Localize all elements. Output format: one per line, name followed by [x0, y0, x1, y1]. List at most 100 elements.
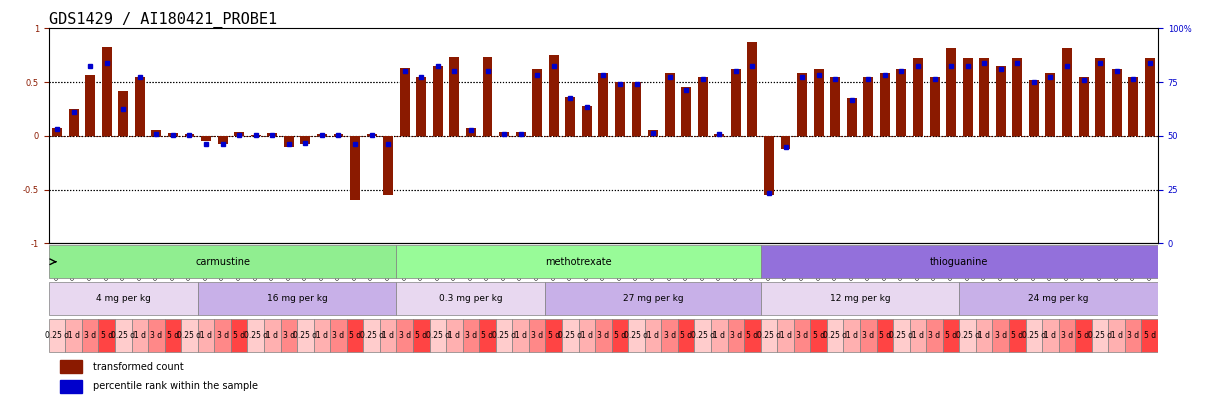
FancyBboxPatch shape [313, 319, 330, 352]
Bar [417, 77, 427, 136]
Bar [383, 136, 394, 195]
Bar [350, 136, 360, 200]
Text: 3 d: 3 d [597, 331, 610, 340]
FancyBboxPatch shape [662, 319, 678, 352]
Text: 3 d: 3 d [862, 331, 874, 340]
Bar [300, 136, 311, 145]
Text: 0.25 d: 0.25 d [244, 331, 268, 340]
Text: 3 d: 3 d [464, 331, 477, 340]
FancyBboxPatch shape [247, 319, 265, 352]
Text: 0.25 d: 0.25 d [360, 331, 384, 340]
Text: 3 d: 3 d [995, 331, 1007, 340]
FancyBboxPatch shape [396, 245, 761, 278]
Bar [1095, 58, 1106, 136]
Text: 0.25 d: 0.25 d [1089, 331, 1112, 340]
Text: 3 d: 3 d [283, 331, 295, 340]
FancyBboxPatch shape [909, 319, 926, 352]
Text: 0.25 d: 0.25 d [111, 331, 135, 340]
FancyBboxPatch shape [761, 282, 959, 315]
FancyBboxPatch shape [115, 319, 132, 352]
Text: 24 mg per kg: 24 mg per kg [1029, 294, 1089, 303]
Text: 0.25 d: 0.25 d [1022, 331, 1046, 340]
Bar [101, 47, 112, 136]
FancyBboxPatch shape [297, 319, 313, 352]
Text: 0.25 d: 0.25 d [691, 331, 714, 340]
Bar [201, 136, 211, 141]
Text: 3 d: 3 d [531, 331, 544, 340]
Bar [896, 69, 907, 136]
Text: thioguanine: thioguanine [930, 257, 989, 267]
Text: 3 d: 3 d [84, 331, 96, 340]
FancyBboxPatch shape [811, 319, 826, 352]
Bar [483, 58, 492, 136]
FancyBboxPatch shape [230, 319, 247, 352]
Text: 1 d: 1 d [779, 331, 791, 340]
Bar [68, 109, 78, 136]
Bar [681, 87, 691, 136]
Text: 1 d: 1 d [978, 331, 990, 340]
Bar [863, 77, 873, 136]
Text: 3 d: 3 d [150, 331, 162, 340]
Bar [1079, 77, 1089, 136]
FancyBboxPatch shape [876, 319, 894, 352]
Text: 1 d: 1 d [580, 331, 592, 340]
Bar [218, 136, 228, 145]
Bar [599, 73, 608, 136]
Bar [60, 380, 82, 392]
FancyBboxPatch shape [778, 319, 794, 352]
Bar [367, 134, 377, 136]
Text: 1 d: 1 d [912, 331, 924, 340]
Bar [234, 132, 244, 136]
Bar [1145, 58, 1154, 136]
Text: 5 d: 5 d [680, 331, 692, 340]
Bar [251, 135, 261, 136]
Text: 1 d: 1 d [316, 331, 328, 340]
Bar [913, 58, 923, 136]
Text: 3 d: 3 d [217, 331, 229, 340]
Text: 0.25 d: 0.25 d [425, 331, 450, 340]
FancyBboxPatch shape [280, 319, 297, 352]
Bar [731, 69, 741, 136]
Text: 0.25 d: 0.25 d [757, 331, 781, 340]
Bar [1129, 77, 1139, 136]
Bar [780, 136, 790, 149]
Text: 12 mg per kg: 12 mg per kg [830, 294, 890, 303]
Bar [714, 134, 724, 136]
FancyBboxPatch shape [761, 319, 778, 352]
Bar [317, 134, 327, 136]
Text: 5 d: 5 d [813, 331, 825, 340]
Text: transformed count: transformed count [93, 362, 184, 372]
Text: 5 d: 5 d [1143, 331, 1156, 340]
Bar [466, 128, 475, 136]
FancyBboxPatch shape [182, 319, 197, 352]
Text: carmustine: carmustine [195, 257, 250, 267]
Bar [334, 134, 344, 136]
FancyBboxPatch shape [926, 319, 942, 352]
Text: methotrexate: methotrexate [545, 257, 612, 267]
FancyBboxPatch shape [1025, 319, 1042, 352]
Bar [747, 43, 757, 136]
Bar [631, 82, 641, 136]
Text: 5 d: 5 d [233, 331, 245, 340]
Text: 1 d: 1 d [846, 331, 858, 340]
FancyBboxPatch shape [562, 319, 579, 352]
Text: 0.25 d: 0.25 d [624, 331, 649, 340]
Bar [1112, 69, 1121, 136]
FancyBboxPatch shape [49, 245, 396, 278]
FancyBboxPatch shape [479, 319, 496, 352]
FancyBboxPatch shape [844, 319, 861, 352]
Bar [830, 77, 840, 136]
Text: 5 d: 5 d [746, 331, 758, 340]
Bar [400, 68, 410, 136]
FancyBboxPatch shape [695, 319, 711, 352]
Bar [450, 58, 460, 136]
FancyBboxPatch shape [545, 282, 761, 315]
Bar [284, 136, 294, 147]
Bar [1062, 48, 1072, 136]
Text: 1 d: 1 d [1045, 331, 1057, 340]
FancyBboxPatch shape [147, 319, 165, 352]
Text: 1 d: 1 d [383, 331, 394, 340]
Text: 5 d: 5 d [614, 331, 627, 340]
FancyBboxPatch shape [826, 319, 844, 352]
Bar [433, 66, 442, 136]
